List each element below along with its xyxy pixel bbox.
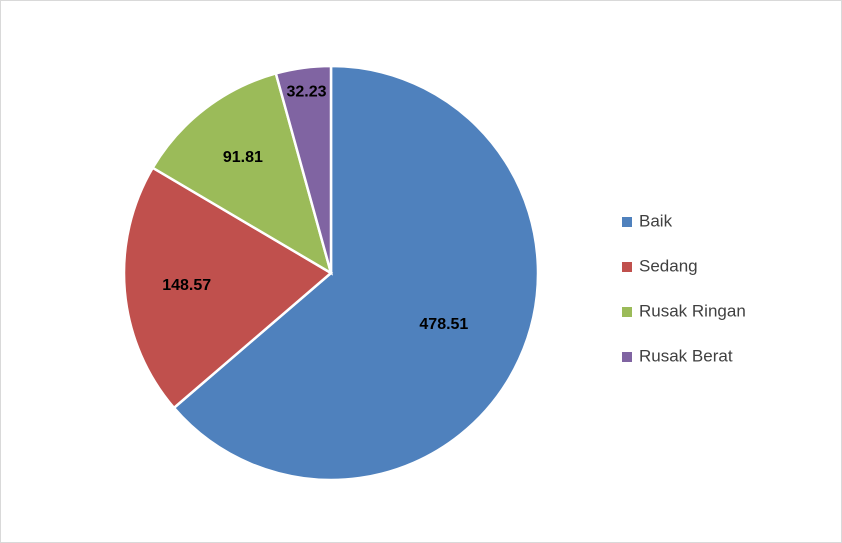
legend-label: Sedang <box>639 256 698 275</box>
data-label: 32.23 <box>286 84 326 101</box>
pie-slice <box>274 64 333 274</box>
legend-swatch <box>622 307 632 317</box>
data-label: 478.51 <box>419 316 468 333</box>
legend-label: Rusak Berat <box>639 346 733 365</box>
legend-label: Baik <box>639 211 673 230</box>
legend-swatch <box>622 352 632 362</box>
data-label: 148.57 <box>162 277 211 294</box>
pie-slice <box>122 166 334 410</box>
legend-swatch <box>622 217 632 227</box>
data-label: 91.81 <box>223 149 263 166</box>
legend-label: Rusak Ringan <box>639 301 746 320</box>
pie-slice <box>151 71 334 276</box>
legend-swatch <box>622 262 632 272</box>
pie-slice <box>172 64 540 482</box>
